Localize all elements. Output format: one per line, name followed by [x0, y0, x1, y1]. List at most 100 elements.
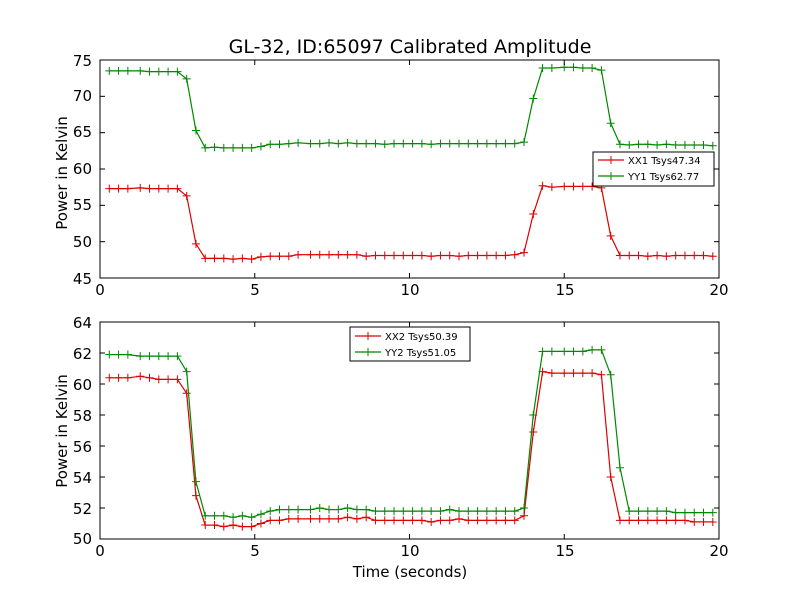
data-point-yy2	[510, 507, 519, 516]
y-tick-label: 60	[73, 160, 92, 178]
data-point-yy1	[680, 141, 689, 150]
data-point-xx2	[154, 375, 163, 384]
data-point-xx2	[653, 516, 662, 525]
data-point-xx1	[569, 182, 578, 191]
x-tick-label: 10	[400, 542, 419, 560]
data-point-xx2	[114, 373, 123, 382]
data-point-yy2	[145, 352, 154, 361]
data-point-yy2	[464, 507, 473, 516]
data-point-xx1	[520, 248, 529, 257]
data-point-xx2	[315, 514, 324, 523]
data-point-yy2	[588, 345, 597, 354]
data-point-yy1	[362, 139, 371, 148]
data-point-xx1	[294, 250, 303, 259]
data-point-xx1	[538, 181, 547, 190]
data-point-xx1	[529, 210, 538, 219]
data-point-xx1	[136, 183, 145, 192]
legend-box	[592, 151, 715, 187]
x-tick-label: 5	[250, 542, 260, 560]
data-point-yy2	[182, 367, 191, 376]
data-point-xx1	[578, 182, 587, 191]
data-point-yy1	[343, 138, 352, 147]
data-point-yy1	[408, 139, 417, 148]
data-point-yy1	[136, 66, 145, 75]
data-point-xx2	[325, 514, 334, 523]
data-point-xx2	[352, 514, 361, 523]
data-point-xx1	[464, 251, 473, 260]
data-point-xx1	[653, 251, 662, 260]
data-point-xx1	[173, 184, 182, 193]
x-tick-label: 20	[709, 281, 728, 299]
data-point-yy2	[173, 352, 182, 361]
data-point-xx1	[275, 252, 284, 261]
legend-label-yy2: YY2 Tsys51.05	[384, 348, 456, 359]
data-point-xx2	[501, 516, 510, 525]
x-tick-label: 15	[555, 542, 574, 560]
y-tick-label: 54	[73, 469, 92, 487]
data-point-xx2	[671, 516, 680, 525]
data-point-yy1	[256, 142, 265, 151]
y-tick-label: 45	[73, 270, 92, 288]
data-point-yy1	[284, 139, 293, 148]
data-point-xx2	[547, 369, 556, 378]
bottom-y-axis-label: Power in Kelvin	[53, 374, 71, 488]
data-point-xx1	[325, 250, 334, 259]
data-point-yy2	[560, 347, 569, 356]
data-point-xx2	[294, 514, 303, 523]
data-point-yy1	[306, 139, 315, 148]
data-point-xx2	[201, 521, 210, 530]
data-point-yy1	[520, 138, 529, 147]
y-tick-label: 70	[73, 87, 92, 105]
data-point-xx1	[510, 250, 519, 259]
data-point-yy2	[343, 504, 352, 512]
y-tick-label: 55	[73, 196, 92, 214]
data-point-yy1	[427, 140, 436, 149]
data-point-yy2	[371, 507, 380, 516]
data-point-xx2	[182, 389, 191, 398]
data-point-yy1	[588, 63, 597, 72]
data-point-xx2	[210, 521, 219, 530]
data-point-xx1	[408, 251, 417, 260]
data-point-yy2	[266, 507, 275, 516]
data-point-xx2	[606, 473, 615, 481]
data-point-xx1	[114, 184, 123, 193]
data-point-xx2	[362, 513, 371, 522]
data-point-xx2	[343, 513, 352, 522]
y-tick-label: 52	[73, 500, 92, 518]
data-point-xx2	[229, 521, 238, 530]
data-point-xx2	[588, 369, 597, 378]
legend-label-xx1: XX1 Tsys47.34	[628, 156, 701, 167]
data-point-xx2	[284, 514, 293, 523]
data-point-yy1	[334, 139, 343, 148]
y-tick-label: 75	[73, 52, 92, 70]
data-point-xx1	[634, 251, 643, 260]
data-point-yy2	[653, 507, 662, 516]
data-point-xx2	[238, 522, 247, 531]
data-point-yy2	[597, 345, 606, 354]
data-point-yy1	[625, 141, 634, 150]
data-point-yy2	[294, 505, 303, 514]
data-point-yy2	[708, 508, 717, 517]
data-point-xx1	[482, 251, 491, 260]
data-point-yy1	[371, 139, 380, 148]
data-point-xx1	[105, 184, 114, 193]
data-point-xx2	[615, 516, 624, 525]
data-point-xx1	[210, 254, 219, 263]
data-point-xx2	[266, 516, 275, 525]
data-point-xx1	[164, 184, 173, 193]
data-point-xx1	[266, 252, 275, 261]
data-point-yy2	[606, 370, 615, 379]
top-subplot: GL-32, ID:65097 Calibrated Amplitude Pow…	[53, 36, 729, 299]
data-point-xx1	[343, 250, 352, 259]
data-point-xx2	[191, 491, 200, 500]
data-point-yy2	[690, 508, 699, 517]
data-point-xx1	[352, 250, 361, 259]
top-legend: XX1 Tsys47.34 YY1 Tsys62.77	[592, 151, 715, 187]
data-point-xx2	[275, 516, 284, 525]
x-tick-label: 0	[95, 281, 105, 299]
data-point-xx1	[680, 251, 689, 260]
data-point-xx2	[680, 516, 689, 525]
y-tick-label: 50	[73, 530, 92, 548]
data-point-yy2	[191, 477, 200, 486]
data-point-yy2	[473, 507, 482, 516]
